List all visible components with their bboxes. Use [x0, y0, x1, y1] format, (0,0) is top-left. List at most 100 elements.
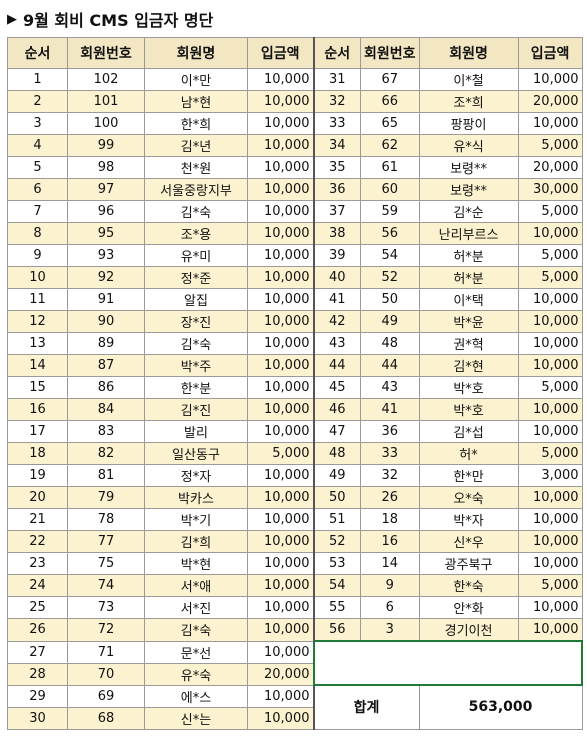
table-row: 23 75 박*현 10,000 53 14 광주북구 10,000: [7, 552, 583, 575]
member-no-cell: 99: [67, 134, 145, 157]
member-name-cell: 조*희: [418, 90, 519, 113]
member-name-cell: 김*섭: [418, 420, 519, 443]
amount-cell: 10,000: [517, 486, 583, 509]
order-cell: 4: [7, 134, 68, 157]
member-name-cell: 서*진: [144, 596, 248, 619]
order-cell: 13: [7, 332, 68, 355]
table-row: 17 83 발리 10,000 47 36 김*섭 10,000: [7, 420, 583, 443]
page-title: ▶ 9월 회비 CMS 입금자 명단: [7, 6, 213, 32]
amount-cell: 10,000: [247, 310, 314, 333]
header-order-right: 순서: [312, 37, 361, 69]
order-cell: 50: [312, 486, 361, 509]
order-cell: 53: [312, 552, 361, 575]
order-cell: 18: [7, 442, 68, 465]
amount-cell: 5,000: [517, 244, 583, 267]
amount-cell: 10,000: [517, 420, 583, 443]
member-no-cell: 79: [67, 486, 145, 509]
order-cell: 16: [7, 398, 68, 421]
member-name-cell: 서*애: [144, 574, 248, 597]
amount-cell: 10,000: [247, 596, 314, 619]
member-no-cell: 52: [360, 266, 420, 289]
table-row: 28 70 유*숙 20,000: [7, 662, 583, 686]
member-name-cell: 한*분: [144, 376, 248, 399]
order-cell: 12: [7, 310, 68, 333]
order-cell: 43: [312, 332, 361, 355]
member-name-cell: 발리: [144, 420, 248, 443]
amount-cell: 10,000: [517, 68, 583, 91]
selected-empty-cell[interactable]: [312, 640, 584, 686]
order-cell: 6: [7, 178, 68, 201]
member-no-cell: 3: [360, 618, 420, 642]
member-name-cell: 유*식: [418, 134, 519, 157]
table-row: 21 78 박*기 10,000 51 18 박*자 10,000: [7, 508, 583, 531]
member-name-cell: 김*숙: [144, 332, 248, 355]
order-cell: 31: [312, 68, 361, 91]
member-no-cell: 92: [67, 266, 145, 289]
amount-cell: 10,000: [247, 354, 314, 377]
member-no-cell: 96: [67, 200, 145, 223]
table-body: 1 102 이*만 10,000 31 67 이*철 10,000 2 101 남*현 10,000 3…: [7, 68, 584, 730]
header-row: 순서 회원번호 회원명 입금액 순서 회원번호 회원명 입금액: [7, 37, 583, 69]
member-name-cell: 박*윤: [418, 310, 519, 333]
order-cell: 27: [7, 640, 68, 664]
amount-cell: 10,000: [247, 684, 314, 708]
member-name-cell: 서울중랑지부: [144, 178, 248, 201]
member-name-cell: 한*만: [418, 464, 519, 487]
amount-cell: 10,000: [517, 530, 583, 553]
member-no-cell: 66: [360, 90, 420, 113]
order-cell: 52: [312, 530, 361, 553]
order-cell: 15: [7, 376, 68, 399]
member-name-cell: 허*분: [418, 244, 519, 267]
member-name-cell: 박*호: [418, 398, 519, 421]
amount-cell: 10,000: [517, 618, 583, 642]
amount-cell: 30,000: [517, 178, 583, 201]
order-cell: 26: [7, 618, 68, 642]
member-no-cell: 33: [360, 442, 420, 465]
member-name-cell: 정*준: [144, 266, 248, 289]
amount-cell: 10,000: [247, 508, 314, 531]
table-row: 27 71 문*선 10,000: [7, 640, 584, 686]
header-amount: 입금액: [247, 37, 314, 69]
member-no-cell: 78: [67, 508, 145, 531]
member-no-cell: 84: [67, 398, 145, 421]
order-cell: 37: [312, 200, 361, 223]
amount-cell: 5,000: [517, 574, 583, 597]
member-no-cell: 87: [67, 354, 145, 377]
member-no-cell: 61: [360, 156, 420, 179]
table-row: 16 84 김*진 10,000 46 41 박*호 10,000: [7, 398, 583, 421]
member-no-cell: 56: [360, 222, 420, 245]
order-cell: 45: [312, 376, 361, 399]
member-no-cell: 74: [67, 574, 145, 597]
member-no-cell: 36: [360, 420, 420, 443]
amount-cell: 10,000: [247, 134, 314, 157]
table-row: 8 95 조*용 10,000 38 56 난리부르스 10,000: [7, 222, 583, 245]
amount-cell: 10,000: [247, 222, 314, 245]
amount-cell: 10,000: [517, 332, 583, 355]
member-name-cell: 김*년: [144, 134, 248, 157]
table-row: 6 97 서울중랑지부 10,000 36 60 보령** 30,000: [7, 178, 583, 201]
amount-cell: 10,000: [247, 200, 314, 223]
amount-cell: 10,000: [247, 640, 314, 664]
header-member-no: 회원번호: [67, 37, 145, 69]
deposit-table: 순서 회원번호 회원명 입금액 순서 회원번호 회원명 입금액 1 102 이*만 1…: [7, 37, 584, 730]
member-name-cell: 오*숙: [418, 486, 519, 509]
header-member-name: 회원명: [144, 37, 248, 69]
table-row: 7 96 김*숙 10,000 37 59 김*순 5,000: [7, 200, 583, 223]
amount-cell: 10,000: [247, 706, 314, 730]
amount-cell: 10,000: [247, 530, 314, 553]
total-value: 563,000: [418, 684, 583, 730]
amount-cell: 10,000: [517, 508, 583, 531]
table-row: 11 91 알집 10,000 41 50 이*택 10,000: [7, 288, 583, 311]
order-cell: 5: [7, 156, 68, 179]
member-no-cell: 18: [360, 508, 420, 531]
table-row: 29 69 에*스 10,000 합계 563,000: [7, 684, 583, 730]
member-name-cell: 박카스: [144, 486, 248, 509]
member-name-cell: 박*자: [418, 508, 519, 531]
triangle-bullet-icon: ▶: [7, 11, 17, 27]
member-no-cell: 86: [67, 376, 145, 399]
member-name-cell: 에*스: [144, 684, 248, 708]
amount-cell: 10,000: [247, 376, 314, 399]
header-member-name-right: 회원명: [418, 37, 519, 69]
amount-cell: 5,000: [517, 200, 583, 223]
member-no-cell: 9: [360, 574, 420, 597]
